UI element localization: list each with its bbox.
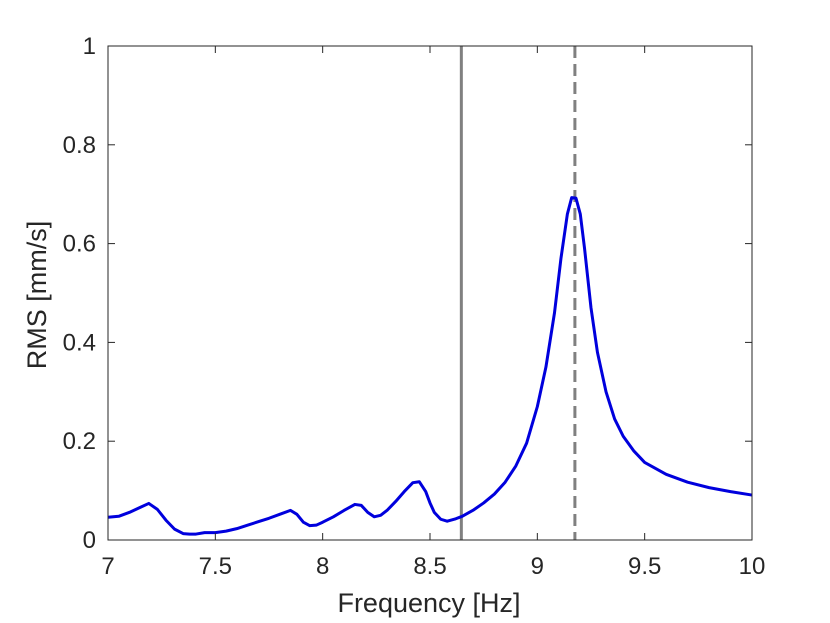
- plot-frame: [108, 46, 752, 540]
- y-tick-label: 0.4: [63, 329, 96, 356]
- x-tick-labels: 7 7.5 8 8.5 9 9.5 10: [101, 553, 765, 580]
- y-axis-label: RMS [mm/s]: [22, 221, 52, 370]
- x-tick-label: 8: [316, 553, 329, 580]
- y-tick-label: 0.2: [63, 428, 96, 455]
- y-tick-label: 1: [83, 33, 96, 60]
- x-axis-label: Frequency [Hz]: [337, 588, 520, 618]
- plot-area: [107, 45, 753, 541]
- x-tick-label: 9.5: [628, 553, 661, 580]
- vertical-reference-lines: [459, 46, 577, 540]
- x-tick-label: 7: [101, 553, 114, 580]
- x-tick-label: 10: [739, 553, 766, 580]
- axis-ticks: [107, 45, 753, 541]
- x-tick-label: 8.5: [413, 553, 446, 580]
- y-tick-label: 0.8: [63, 132, 96, 159]
- y-tick-labels: 0 0.2 0.4 0.6 0.8 1: [63, 33, 96, 554]
- series-line: [107, 196, 753, 536]
- x-tick-label: 7.5: [199, 553, 232, 580]
- y-tick-label: 0.6: [63, 231, 96, 258]
- y-tick-label: 0: [83, 527, 96, 554]
- x-tick-label: 9: [531, 553, 544, 580]
